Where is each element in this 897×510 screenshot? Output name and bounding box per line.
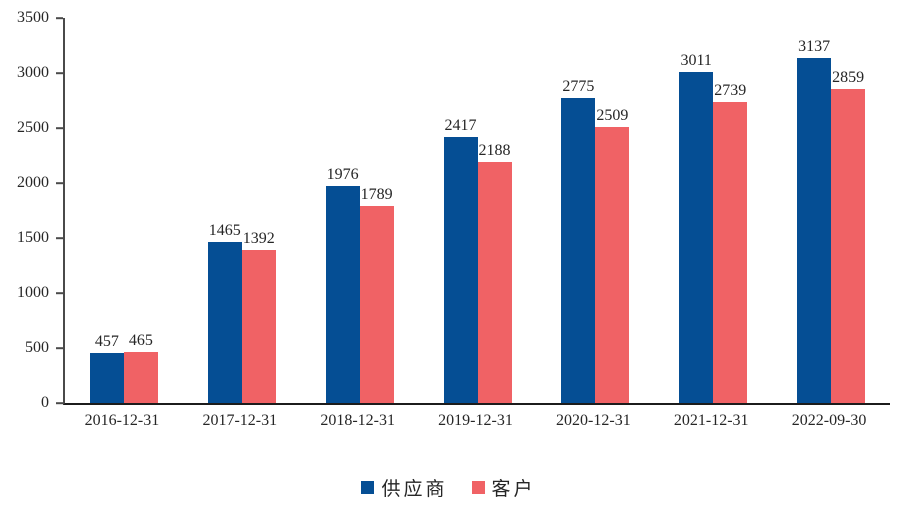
x-tick-label: 2020-12-31	[556, 412, 631, 429]
bar: 457	[89, 333, 124, 403]
bar-value-label: 457	[94, 332, 119, 350]
bar: 2859	[831, 69, 866, 403]
y-tick-mark	[56, 17, 63, 19]
bar-group: 2417 2188	[419, 18, 537, 403]
x-tick-label: 2017-12-31	[202, 412, 278, 429]
bar: 2188	[477, 143, 512, 403]
y-tick-mark	[56, 347, 63, 349]
bar: 1789	[359, 187, 394, 403]
bar: 2775	[561, 78, 596, 403]
bar-value-label: 3011	[680, 51, 712, 69]
bar-group: 3011 2739	[654, 18, 772, 403]
y-tick-label: 1000	[17, 284, 49, 301]
bar-value-label: 2859	[832, 68, 865, 86]
y-tick-label: 2000	[17, 174, 49, 191]
x-tick-label: 2018-12-31	[320, 412, 395, 429]
x-axis-labels: 2016-12-31 2017-12-31 2018-12-31 2019-12-31…	[63, 412, 888, 430]
bar-group: 1465 1392	[183, 18, 301, 403]
bar-group: 457 465	[65, 18, 183, 403]
bar-groups: 457 465 1465 1392 1976 1789 2417 2188 2775 2509 30…	[65, 18, 890, 403]
bar: 465	[123, 332, 158, 403]
bar-value-label: 1976	[326, 165, 359, 183]
bar-value-label: 465	[128, 331, 153, 349]
y-axis-labels: 0 500 1000 1500 2000 2500 3000 3500	[0, 10, 49, 411]
x-tick-label: 2019-12-31	[438, 412, 513, 429]
bar: 1976	[325, 166, 360, 403]
bar: 3011	[679, 52, 714, 403]
y-tick-label: 0	[41, 394, 49, 411]
y-tick-label: 3500	[17, 9, 49, 26]
bar: 2509	[595, 108, 630, 403]
y-tick-mark	[56, 182, 63, 184]
y-tick-mark	[56, 402, 63, 404]
y-tick-label: 2500	[17, 119, 49, 136]
bar: 2739	[713, 82, 748, 403]
bar-group: 1976 1789	[301, 18, 419, 403]
legend-label-customers: 客户	[491, 479, 536, 500]
y-tick-mark	[56, 72, 63, 74]
plot-area: 457 465 1465 1392 1976 1789 2417 2188 2775 2509 30…	[56, 17, 890, 405]
bar-value-label: 2188	[478, 142, 511, 160]
bar-group: 2775 2509	[536, 18, 654, 403]
x-tick-label: 2016-12-31	[84, 412, 160, 429]
bar: 1465	[207, 222, 242, 403]
legend-label-suppliers: 供应商	[381, 479, 448, 500]
bar: 1392	[241, 230, 276, 403]
legend-swatch-suppliers-icon	[361, 481, 375, 494]
bar-value-label: 2739	[714, 81, 747, 99]
x-tick-label: 2022-09-30	[791, 412, 867, 429]
y-tick-label: 1500	[17, 229, 49, 246]
x-tick-label: 2021-12-31	[673, 412, 749, 429]
legend-swatch-customers-icon	[471, 481, 485, 494]
legend-item-suppliers: 供应商	[361, 474, 447, 501]
bar: 2417	[443, 118, 478, 403]
bar-group: 3137 2859	[772, 18, 890, 403]
bar-value-label: 1392	[242, 229, 275, 247]
y-tick-mark	[56, 292, 63, 294]
legend: 供应商 客户	[0, 474, 897, 501]
y-tick-label: 500	[25, 339, 49, 356]
bar-value-label: 2775	[562, 77, 595, 95]
bar-value-label: 1465	[208, 221, 241, 239]
y-tick-mark	[56, 127, 63, 129]
bar-value-label: 3137	[798, 37, 831, 55]
bar: 3137	[797, 38, 832, 403]
y-tick-label: 3000	[17, 64, 49, 81]
y-tick-mark	[56, 237, 63, 239]
bar-value-label: 1789	[360, 186, 393, 204]
bar-value-label: 2509	[596, 107, 629, 125]
legend-item-customers: 客户	[471, 474, 536, 501]
bar-value-label: 2417	[444, 117, 477, 135]
